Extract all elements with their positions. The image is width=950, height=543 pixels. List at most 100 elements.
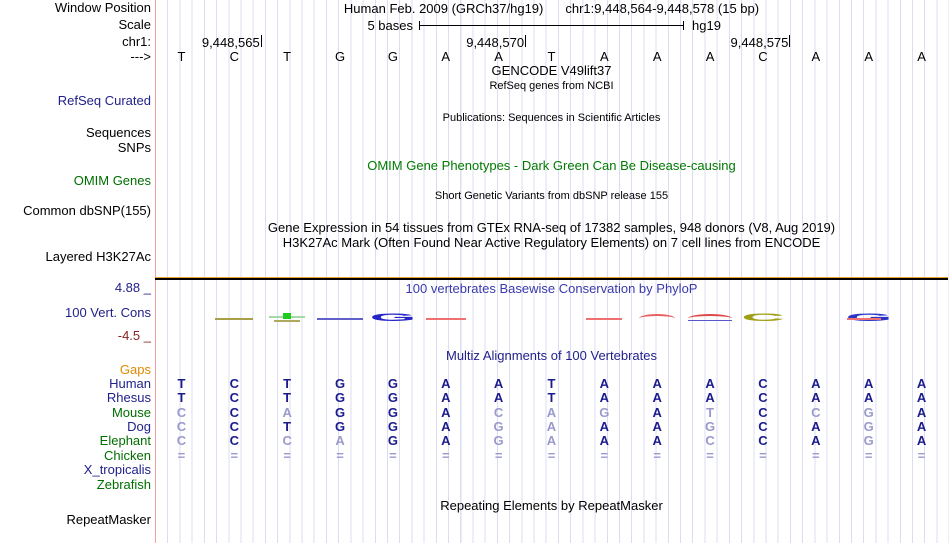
alignment-base-rhesus: G <box>334 390 346 405</box>
conservation-letter-glyph: G <box>369 311 417 324</box>
alignment-base-chicken: = <box>547 448 556 463</box>
track-title-dbsnp[interactable]: Short Genetic Variants from dbSNP releas… <box>434 190 669 202</box>
track-label-dog[interactable]: Dog <box>127 419 151 434</box>
sequence-base: A <box>864 49 874 64</box>
sequence-base: A <box>705 49 715 64</box>
track-title-gtex[interactable]: Gene Expression in 54 tissues from GTEx … <box>267 220 836 235</box>
alignment-base-rhesus: G <box>387 390 398 405</box>
sequence-base: A <box>494 49 503 64</box>
track-label-zebrafish[interactable]: Zebrafish <box>96 477 151 492</box>
alignment-base-human: T <box>177 376 186 391</box>
track-title-multiz[interactable]: Multiz Alignments of 100 Vertebrates <box>445 348 657 363</box>
alignment-base-elephant: A <box>599 433 610 448</box>
track-title-gencode[interactable]: GENCODE V49lift37 <box>491 63 612 78</box>
alignment-base-dog: G <box>334 419 346 434</box>
alignment-base-mouse: C <box>758 405 768 420</box>
alignment-base-dog: G <box>863 419 874 434</box>
alignment-base-human: C <box>229 376 239 391</box>
alignment-base-chicken: = <box>494 448 503 463</box>
assembly-short-label: hg19 <box>692 18 721 33</box>
track-label-human[interactable]: Human <box>109 376 151 391</box>
alignment-base-rhesus: A <box>811 390 821 405</box>
track-label-cons-max: 4.88 _ <box>114 280 151 295</box>
alignment-base-dog: A <box>811 419 821 434</box>
alignment-base-dog: T <box>283 419 292 434</box>
alignment-base-human: A <box>599 376 610 391</box>
track-label-common-dbsnp[interactable]: Common dbSNP(155) <box>23 203 151 218</box>
sequence-base: T <box>283 49 292 64</box>
alignment-base-chicken: = <box>230 448 239 463</box>
track-title-publications[interactable]: Publications: Sequences in Scientific Ar… <box>442 112 661 124</box>
track-label-chicken[interactable]: Chicken <box>104 448 151 463</box>
track-label-vert-cons[interactable]: 100 Vert. Cons <box>65 305 151 320</box>
alignment-base-elephant: A <box>441 433 451 448</box>
base-gridlines <box>155 0 949 543</box>
alignment-base-mouse: A <box>916 405 927 420</box>
alignment-base-human: A <box>864 376 874 391</box>
conservation-glyph <box>215 318 254 320</box>
alignment-base-human: A <box>493 376 504 391</box>
alignment-base-mouse: C <box>811 405 821 420</box>
conservation-glyph <box>274 320 301 322</box>
alignment-base-chicken: = <box>864 448 873 463</box>
conservation-letter-glyph: C <box>741 311 785 324</box>
alignment-base-rhesus: A <box>916 390 927 405</box>
ruler-tick-mark <box>260 35 262 47</box>
track-title-omim[interactable]: OMIM Gene Phenotypes - Dark Green Can Be… <box>367 158 736 173</box>
track-label-x-tropicalis[interactable]: X_tropicalis <box>83 462 151 477</box>
alignment-base-dog: G <box>705 419 716 434</box>
alignment-base-elephant: A <box>916 433 927 448</box>
alignment-base-elephant: A <box>546 433 557 448</box>
track-title-phylop[interactable]: 100 vertebrates Basewise Conservation by… <box>405 281 698 296</box>
alignment-base-rhesus: C <box>758 390 768 405</box>
track-label-rhesus[interactable]: Rhesus <box>106 390 151 405</box>
alignment-base-rhesus: A <box>705 390 715 405</box>
selection-boundary-line <box>155 0 156 543</box>
h3k27ac-signal-line <box>155 277 948 278</box>
sequence-base: A <box>811 49 821 64</box>
track-title-refseq-ncbi[interactable]: RefSeq genes from NCBI <box>489 80 614 92</box>
alignment-base-human: A <box>705 376 715 391</box>
track-label-sequences[interactable]: Sequences <box>85 125 151 140</box>
alignment-base-rhesus: A <box>652 390 662 405</box>
alignment-base-mouse: A <box>546 405 557 420</box>
alignment-base-elephant: A <box>811 433 821 448</box>
alignment-base-elephant: A <box>335 433 345 448</box>
alignment-base-chicken: = <box>283 448 291 463</box>
track-label-mouse[interactable]: Mouse <box>111 405 151 420</box>
alignment-base-elephant: C <box>282 433 292 448</box>
conservation-glyph <box>283 313 292 319</box>
assembly-title: Human Feb. 2009 (GRCh37/hg19) <box>343 1 544 16</box>
window-position-title: Human Feb. 2009 (GRCh37/hg19) chr1:9,448,… <box>155 1 948 16</box>
track-label-gaps[interactable]: Gaps <box>119 362 151 377</box>
alignment-base-rhesus: A <box>864 390 874 405</box>
alignment-base-dog: C <box>758 419 768 434</box>
ruler-tick-label: 9,448,575 <box>730 35 789 50</box>
conservation-glyph <box>425 318 466 320</box>
alignment-base-human: A <box>441 376 451 391</box>
alignment-base-dog: A <box>652 419 662 434</box>
conservation-letter-glyph: G <box>809 312 929 324</box>
ruler-tick-mark <box>525 35 527 47</box>
track-title-repeats[interactable]: Repeating Elements by RepeatMasker <box>440 498 663 513</box>
alignment-base-human: A <box>916 376 927 391</box>
track-label-refseq-curated[interactable]: RefSeq Curated <box>57 93 151 108</box>
alignment-base-mouse: G <box>387 405 398 420</box>
track-label-repeatmasker[interactable]: RepeatMasker <box>66 512 151 527</box>
alignment-base-dog: C <box>176 419 187 434</box>
alignment-base-dog: A <box>546 419 557 434</box>
alignment-base-rhesus: T <box>283 390 292 405</box>
alignment-base-chicken: = <box>917 448 926 463</box>
track-label-omim-genes[interactable]: OMIM Genes <box>73 173 151 188</box>
track-label-elephant[interactable]: Elephant <box>99 433 151 448</box>
track-label-layered-h3k27ac[interactable]: Layered H3K27Ac <box>45 249 151 264</box>
alignment-base-human: G <box>334 376 346 391</box>
track-label-window-position: Window Position <box>54 0 151 15</box>
sequence-base: A <box>917 49 926 64</box>
alignment-base-chicken: = <box>706 448 714 463</box>
track-label-snps[interactable]: SNPs <box>117 140 151 155</box>
alignment-base-elephant: C <box>705 433 715 448</box>
alignment-base-elephant: C <box>176 433 187 448</box>
track-title-h3k27ac[interactable]: H3K27Ac Mark (Often Found Near Active Re… <box>282 235 821 250</box>
sequence-base: A <box>652 49 662 64</box>
